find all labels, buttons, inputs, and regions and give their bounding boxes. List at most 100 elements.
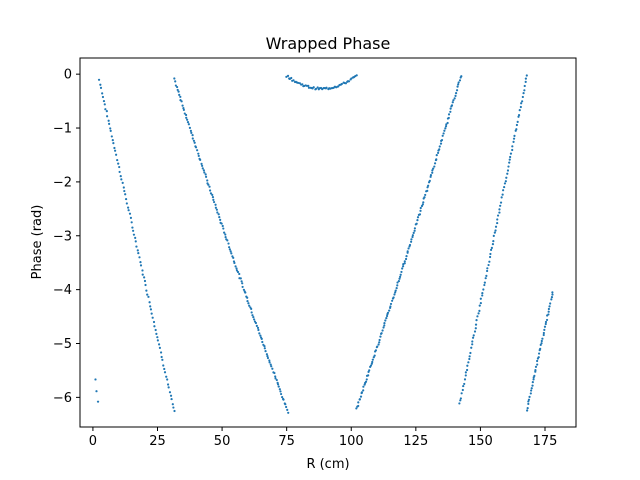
data-point bbox=[103, 103, 106, 106]
data-point bbox=[459, 399, 462, 402]
data-point bbox=[481, 294, 484, 297]
data-point bbox=[489, 255, 492, 259]
data-point bbox=[524, 77, 527, 80]
data-point bbox=[226, 239, 229, 242]
data-point bbox=[457, 83, 460, 86]
data-point bbox=[280, 392, 283, 396]
data-point bbox=[127, 206, 130, 209]
data-point bbox=[307, 86, 311, 89]
data-point bbox=[536, 363, 539, 366]
data-point bbox=[286, 408, 289, 411]
data-point bbox=[168, 391, 172, 394]
data-point bbox=[483, 281, 486, 284]
data-point bbox=[166, 378, 169, 381]
data-point bbox=[498, 208, 501, 211]
data-point bbox=[398, 277, 401, 280]
data-point bbox=[109, 127, 112, 130]
data-point bbox=[230, 252, 233, 255]
data-point bbox=[492, 234, 495, 237]
data-point bbox=[123, 189, 126, 193]
data-point bbox=[143, 279, 147, 283]
data-point bbox=[279, 390, 282, 393]
data-point bbox=[136, 249, 139, 252]
data-point bbox=[547, 313, 550, 316]
data-point bbox=[244, 291, 247, 294]
data-point bbox=[276, 383, 280, 386]
data-point bbox=[132, 229, 135, 232]
data-point bbox=[118, 165, 121, 169]
data-point bbox=[520, 102, 523, 105]
data-point bbox=[550, 296, 554, 299]
data-point bbox=[186, 118, 189, 121]
data-point bbox=[152, 320, 156, 324]
data-point bbox=[138, 256, 141, 259]
data-point bbox=[171, 403, 174, 406]
data-point bbox=[395, 287, 398, 290]
data-point bbox=[404, 257, 408, 261]
data-point bbox=[547, 307, 550, 311]
data-point bbox=[494, 225, 498, 228]
data-point bbox=[153, 325, 156, 328]
data-point bbox=[158, 346, 161, 349]
data-point bbox=[156, 339, 159, 342]
x-tick-label: 150 bbox=[468, 434, 493, 449]
data-point bbox=[492, 240, 495, 243]
data-point bbox=[523, 84, 526, 88]
data-point bbox=[496, 221, 499, 225]
data-point bbox=[182, 107, 185, 110]
data-point bbox=[527, 398, 531, 401]
data-point bbox=[170, 397, 173, 401]
data-point bbox=[149, 308, 153, 311]
data-point bbox=[369, 364, 373, 367]
data-point bbox=[531, 381, 534, 384]
data-point bbox=[394, 291, 397, 294]
data-point bbox=[485, 274, 488, 277]
data-point bbox=[433, 162, 437, 165]
data-point bbox=[96, 400, 100, 403]
data-point bbox=[97, 78, 101, 81]
x-tick-label: 0 bbox=[89, 434, 97, 449]
data-point bbox=[285, 405, 288, 409]
data-point bbox=[284, 403, 287, 406]
data-point bbox=[472, 334, 475, 337]
data-point bbox=[385, 317, 388, 320]
data-point bbox=[401, 267, 404, 270]
data-point bbox=[201, 167, 204, 170]
data-point bbox=[484, 277, 487, 280]
data-point bbox=[131, 226, 134, 229]
data-point bbox=[258, 332, 261, 335]
data-point bbox=[550, 298, 553, 301]
data-point bbox=[118, 170, 121, 174]
data-point bbox=[471, 336, 475, 339]
data-point bbox=[234, 265, 237, 268]
data-point bbox=[197, 154, 200, 158]
x-tick-label: 125 bbox=[403, 434, 428, 449]
data-point bbox=[192, 139, 196, 142]
data-point bbox=[466, 364, 469, 367]
data-point bbox=[238, 272, 241, 276]
data-point bbox=[344, 82, 347, 85]
data-point bbox=[128, 212, 132, 215]
data-point bbox=[494, 229, 497, 232]
data-point bbox=[256, 326, 260, 329]
data-point bbox=[246, 296, 249, 299]
data-point bbox=[380, 332, 383, 335]
data-point bbox=[151, 316, 154, 319]
data-point bbox=[105, 110, 108, 113]
data-point bbox=[241, 285, 244, 289]
data-point bbox=[431, 171, 434, 174]
data-point bbox=[224, 236, 227, 239]
data-point bbox=[444, 125, 448, 128]
data-point bbox=[101, 92, 104, 95]
data-point bbox=[418, 213, 422, 216]
data-point bbox=[530, 389, 533, 392]
data-point bbox=[99, 86, 103, 90]
data-point bbox=[429, 174, 433, 177]
data-point bbox=[193, 141, 196, 144]
x-axis-label: R (cm) bbox=[306, 457, 349, 472]
data-point bbox=[232, 256, 235, 259]
data-point bbox=[314, 87, 318, 90]
data-point bbox=[223, 231, 226, 234]
data-point bbox=[402, 265, 405, 268]
data-point bbox=[509, 152, 513, 155]
